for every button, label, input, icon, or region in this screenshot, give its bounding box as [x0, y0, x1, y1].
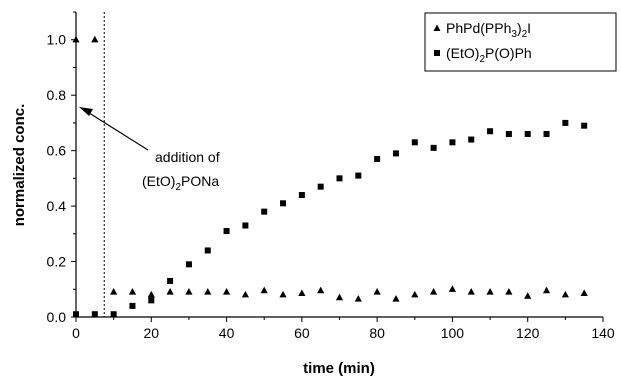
- annotation-line2-base: (EtO): [142, 173, 175, 189]
- annotation-line2-end: PONa: [181, 173, 219, 189]
- legend-1-end: I: [527, 20, 531, 36]
- data-point-square: [167, 277, 174, 284]
- data-point-triangle: [580, 289, 588, 297]
- y-tick-label: 0.8: [47, 87, 67, 103]
- legend-2-base: (EtO): [446, 45, 479, 61]
- x-tick-label: 140: [591, 325, 615, 341]
- data-point-square: [505, 131, 512, 137]
- data-point-triangle: [317, 286, 325, 294]
- data-point-triangle: [204, 288, 212, 295]
- x-tick-label: 80: [369, 325, 385, 341]
- data-point-square: [148, 297, 155, 304]
- legend-label-series-1: PhPd(PPh3)2I: [446, 20, 531, 40]
- data-point-square: [91, 311, 98, 318]
- legend: PhPd(PPh3)2I (EtO)2P(O)Ph: [424, 12, 617, 72]
- data-point-triangle: [298, 289, 306, 297]
- data-point-triangle: [430, 288, 438, 295]
- x-tick-label: 40: [219, 325, 235, 341]
- data-point-triangle: [542, 286, 551, 294]
- data-point-triangle: [354, 294, 362, 302]
- y-tick-label: 0.2: [47, 254, 67, 270]
- data-point-square: [487, 128, 494, 135]
- x-tick-label: 60: [294, 325, 310, 341]
- legend-1-sub1: 3: [511, 29, 517, 40]
- x-tick-label: 100: [441, 325, 465, 341]
- data-point-square: [204, 247, 211, 254]
- annotation-arrow: [85, 110, 149, 151]
- data-point-square: [543, 131, 550, 137]
- legend-box: [424, 12, 617, 72]
- data-point-triangle: [561, 290, 569, 298]
- data-point-square: [110, 311, 117, 318]
- x-tick-label: 120: [516, 325, 540, 341]
- data-point-square: [223, 228, 230, 235]
- data-point-square: [468, 136, 475, 143]
- data-point-square: [524, 131, 531, 137]
- data-point-triangle: [335, 293, 344, 301]
- data-point-triangle: [128, 288, 137, 295]
- y-tick-label: 0.0: [47, 309, 67, 325]
- legend-2-sub1: 2: [479, 54, 485, 65]
- data-point-triangle: [147, 290, 155, 298]
- data-point-triangle: [166, 288, 174, 295]
- legend-1-sub2: 2: [522, 29, 528, 40]
- data-point-square: [280, 200, 287, 207]
- plot-area: 0 20 40 60 80 100 120 140 0.0 0.2 0.4 0.6 0.8 1.0: [47, 11, 615, 341]
- y-tick-label: 0.6: [47, 143, 67, 159]
- data-point-square: [298, 192, 305, 198]
- y-axis-title: normalized conc.: [11, 104, 28, 227]
- data-point-square: [411, 139, 418, 146]
- data-point-triangle: [222, 288, 231, 295]
- annotation-line1: addition of: [155, 149, 220, 165]
- annotation: addition of (EtO)2PONa: [79, 12, 220, 317]
- data-point-square: [336, 175, 343, 182]
- data-point-triangle: [373, 288, 381, 295]
- data-point-square: [73, 311, 79, 318]
- data-point-triangle: [110, 288, 118, 295]
- x-tick-label: 0: [72, 325, 80, 341]
- legend-1-mid: ): [517, 20, 522, 36]
- data-point-triangle: [279, 290, 287, 298]
- data-point-triangle: [411, 290, 419, 298]
- data-point-triangle: [392, 294, 400, 302]
- data-point-square: [449, 139, 456, 146]
- data-point-square: [374, 155, 381, 162]
- annotation-line2-sub: 2: [175, 182, 181, 193]
- data-point-square: [242, 222, 249, 229]
- data-point-triangle: [91, 35, 99, 43]
- data-point-triangle: [241, 290, 249, 298]
- y-tick-label: 0.4: [47, 198, 67, 214]
- legend-label-series-2: (EtO)2P(O)Ph: [446, 45, 532, 65]
- data-point-square: [581, 122, 588, 129]
- data-point-triangle: [524, 292, 532, 299]
- data-point-square: [392, 150, 399, 157]
- data-point-triangle: [467, 288, 475, 295]
- data-point-square: [261, 208, 268, 215]
- x-axis-title: time (min): [303, 360, 375, 377]
- data-point-triangle: [260, 286, 268, 294]
- data-point-triangle: [486, 288, 494, 295]
- legend-2-end: P(O)Ph: [485, 45, 532, 61]
- data-point-square: [317, 183, 324, 190]
- legend-marker-triangle: [433, 24, 441, 31]
- legend-1-base: PhPd(PPh: [446, 20, 511, 36]
- y-tick-label: 1.0: [47, 32, 67, 48]
- data-point-square: [185, 261, 192, 268]
- data-point-square: [129, 302, 136, 309]
- data-point-triangle: [448, 285, 457, 292]
- data-point-square: [355, 172, 362, 179]
- data-point-square: [430, 144, 437, 151]
- annotation-line2: (EtO)2PONa: [142, 173, 219, 193]
- legend-marker-square: [434, 50, 440, 56]
- data-point-triangle: [72, 35, 80, 43]
- annotation-arrowhead: [79, 107, 93, 116]
- data-point-square: [562, 119, 569, 126]
- data-point-triangle: [185, 288, 193, 295]
- x-tick-label: 20: [143, 325, 159, 341]
- data-point-triangle: [505, 288, 513, 295]
